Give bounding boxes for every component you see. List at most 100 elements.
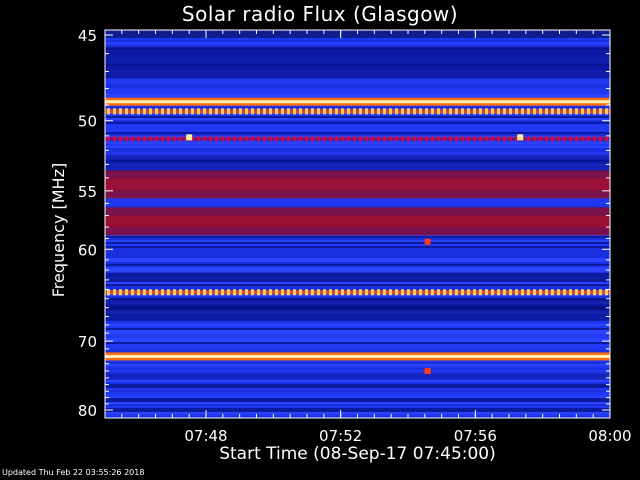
band-pulse [485, 289, 488, 296]
band-pulse [317, 108, 320, 115]
background-row [105, 390, 610, 392]
band-pulse [185, 289, 188, 296]
background-row [105, 410, 610, 412]
band-pulse [461, 136, 464, 142]
band-pulse [443, 136, 446, 142]
band-pulse [395, 289, 398, 296]
band-pulse [137, 136, 140, 142]
band-pulse [305, 108, 308, 115]
band-pulse [449, 289, 452, 296]
band-pulse [467, 108, 470, 115]
point-feature [424, 367, 431, 374]
band-pulse [341, 289, 344, 296]
band-pulse [419, 289, 422, 296]
band-pulse [431, 136, 434, 142]
band-pulse [383, 108, 386, 115]
band-pulse [503, 136, 506, 142]
band-pulse [533, 108, 536, 115]
background-row [105, 340, 610, 342]
band-pulse [461, 108, 464, 115]
band-pulse [605, 136, 608, 142]
background-row [105, 146, 610, 148]
band-pulse [497, 289, 500, 296]
band-pulse [311, 136, 314, 142]
band-pulse [275, 108, 278, 115]
band-pulse [113, 289, 116, 296]
band-pulse [275, 136, 278, 142]
band-pulse [455, 136, 458, 142]
background-row [105, 130, 610, 132]
band-pulse [359, 136, 362, 142]
background-row [105, 242, 610, 244]
background-row [105, 288, 610, 290]
background-row [105, 402, 610, 404]
band-pulse [299, 136, 302, 142]
band-pulse [575, 136, 578, 142]
intensity-band-core [105, 215, 610, 228]
background-row [105, 346, 610, 348]
band-pulse [245, 289, 248, 296]
band-pulse [131, 136, 134, 142]
band-pulse [377, 289, 380, 296]
band-pulse [581, 136, 584, 142]
background-row [105, 360, 610, 362]
background-row [105, 262, 610, 264]
axes: 45 50 55 60 70 80 07:48 07:52 07:56 08:00 [78, 27, 632, 445]
background-row [105, 404, 610, 406]
band-pulse [149, 136, 152, 142]
band-pulse [545, 108, 548, 115]
band-pulse [113, 136, 116, 142]
band-pulse [215, 136, 218, 142]
band-pulse [509, 136, 512, 142]
band-pulse [473, 108, 476, 115]
band-pulse [515, 108, 518, 115]
band-pulse [485, 136, 488, 142]
background-row [105, 320, 610, 322]
band-pulse [413, 108, 416, 115]
band-pulse [515, 289, 518, 296]
band-pulse [599, 289, 602, 296]
band-pulse [245, 136, 248, 142]
band-pulse [527, 136, 530, 142]
background-row [105, 330, 610, 332]
band-pulse [335, 136, 338, 142]
band-pulse [293, 289, 296, 296]
band-pulse [437, 136, 440, 142]
band-pulse [467, 289, 470, 296]
band-pulse [491, 289, 494, 296]
background-row [105, 86, 610, 88]
band-pulse [479, 108, 482, 115]
band-pulse [203, 108, 206, 115]
background-row [105, 400, 610, 402]
band-pulse [287, 136, 290, 142]
band-pulse [239, 108, 242, 115]
band-pulse [317, 136, 320, 142]
band-pulse [377, 136, 380, 142]
band-pulse [527, 108, 530, 115]
band-pulse [587, 289, 590, 296]
intensity-band [105, 108, 610, 115]
band-pulse [203, 136, 206, 142]
band-pulse [251, 136, 254, 142]
background-row [105, 150, 610, 152]
background-row [105, 384, 610, 386]
background-row [105, 90, 610, 92]
background-row [105, 152, 610, 154]
band-pulse [317, 289, 320, 296]
background-row [105, 272, 610, 274]
band-pulse [455, 289, 458, 296]
band-pulse [599, 108, 602, 115]
band-pulse [323, 289, 326, 296]
band-pulse [353, 289, 356, 296]
point-feature [186, 134, 193, 141]
band-pulse [209, 136, 212, 142]
band-pulse [257, 289, 260, 296]
background-row [105, 108, 610, 110]
band-pulse [197, 108, 200, 115]
band-pulse [563, 108, 566, 115]
band-pulse [449, 136, 452, 142]
x-tick-label: 08:00 [588, 427, 631, 445]
band-pulse [395, 108, 398, 115]
background-row [105, 82, 610, 84]
band-pulse [533, 136, 536, 142]
